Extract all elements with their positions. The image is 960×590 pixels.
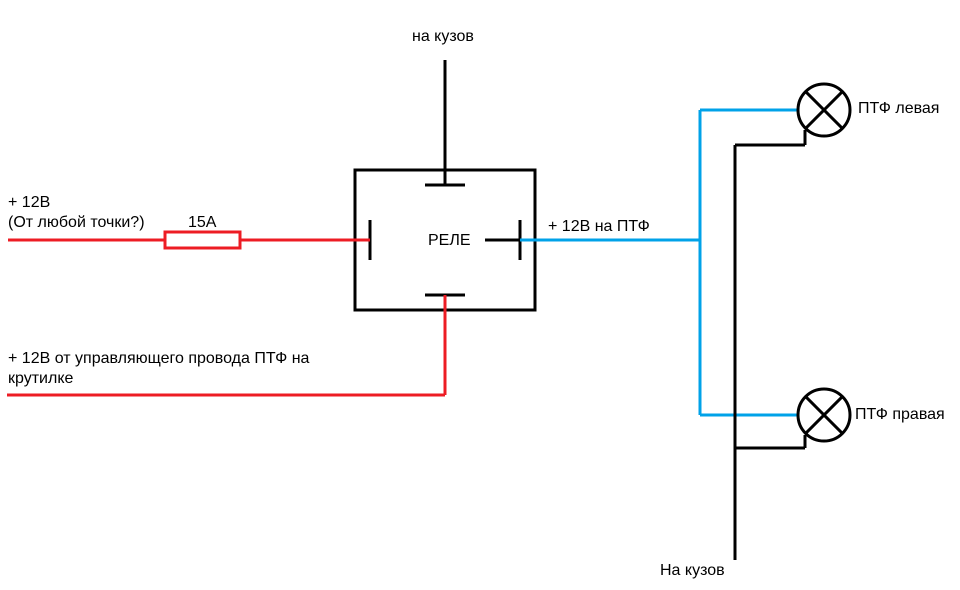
label-top-body: на кузов <box>412 28 474 46</box>
label-bottom-body: На кузов <box>660 562 725 580</box>
label-ctrl-2: крутилке <box>8 370 73 388</box>
lamp-right-icon <box>798 389 850 441</box>
wiring-diagram <box>0 0 960 590</box>
label-relay: РЕЛЕ <box>428 232 471 250</box>
label-fuse: 15А <box>188 214 216 232</box>
label-ptf-left: ПТФ левая <box>858 100 939 118</box>
label-ptf-right: ПТФ правая <box>855 406 945 424</box>
label-ctrl-1: + 12В от управляющего провода ПТФ на <box>8 350 309 368</box>
label-power-1: + 12В <box>8 194 50 212</box>
fuse-icon <box>165 232 240 248</box>
lamp-left-icon <box>798 84 850 136</box>
label-to-ptf: + 12В на ПТФ <box>548 218 650 236</box>
label-power-2: (От любой точки?) <box>8 214 145 232</box>
